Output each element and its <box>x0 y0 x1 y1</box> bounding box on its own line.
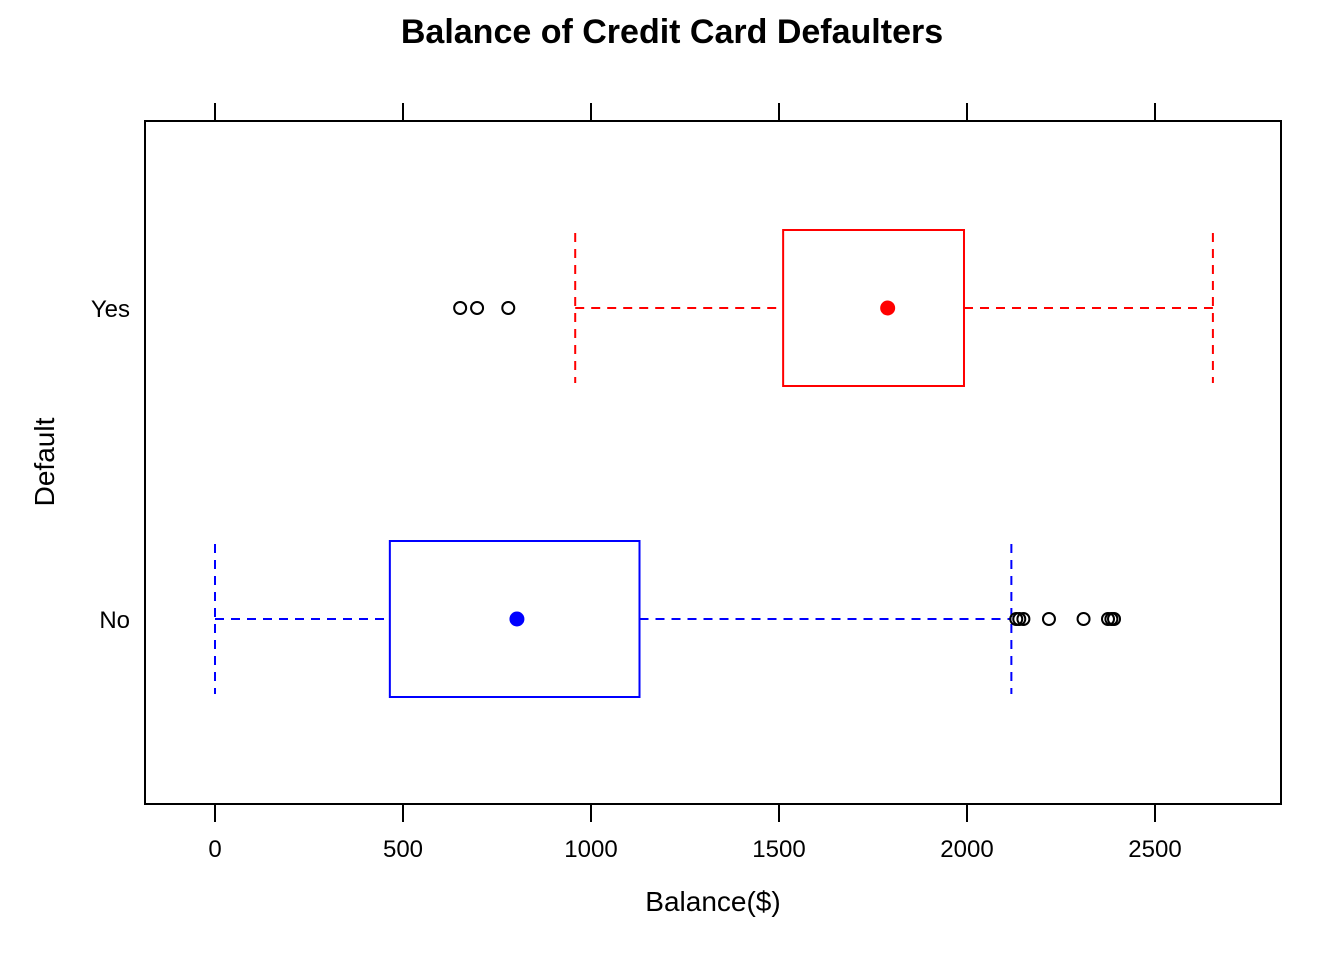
outlier-point <box>453 301 468 315</box>
outlier-point <box>1012 612 1027 626</box>
box-group-yes <box>453 229 1214 387</box>
x-axis-bottom: 0 500 1000 1500 2000 2500 <box>208 804 1182 863</box>
x-tick-label: 1000 <box>564 836 617 863</box>
x-tick-label: 1500 <box>752 836 805 863</box>
iqr-box <box>782 229 965 387</box>
box-marks <box>214 229 1214 698</box>
outlier-point <box>1041 612 1056 626</box>
chart-title: Balance of Credit Card Defaulters <box>401 13 943 51</box>
box-group-no <box>214 540 1122 698</box>
iqr-box <box>388 540 641 698</box>
x-tick-label: 2500 <box>1128 836 1181 863</box>
outlier-point <box>470 301 485 315</box>
x-tick-label: 0 <box>208 836 221 863</box>
median-point <box>509 611 525 627</box>
plot-frame <box>144 120 1282 805</box>
outlier-point <box>1076 612 1091 626</box>
y-axis: No Yes <box>91 296 130 634</box>
x-tick-label: 500 <box>383 836 423 863</box>
y-axis-label: Default <box>29 417 60 506</box>
outlier-point <box>501 301 516 315</box>
outlier-point <box>1016 612 1031 626</box>
median-point <box>880 300 896 316</box>
x-axis-label: Balance($) <box>645 886 780 917</box>
x-tick-label: 2000 <box>940 836 993 863</box>
x-axis-top-ticks <box>214 103 1156 121</box>
y-category-label: Yes <box>91 296 130 323</box>
outlier-point <box>1107 612 1122 626</box>
y-category-label: No <box>99 607 130 634</box>
